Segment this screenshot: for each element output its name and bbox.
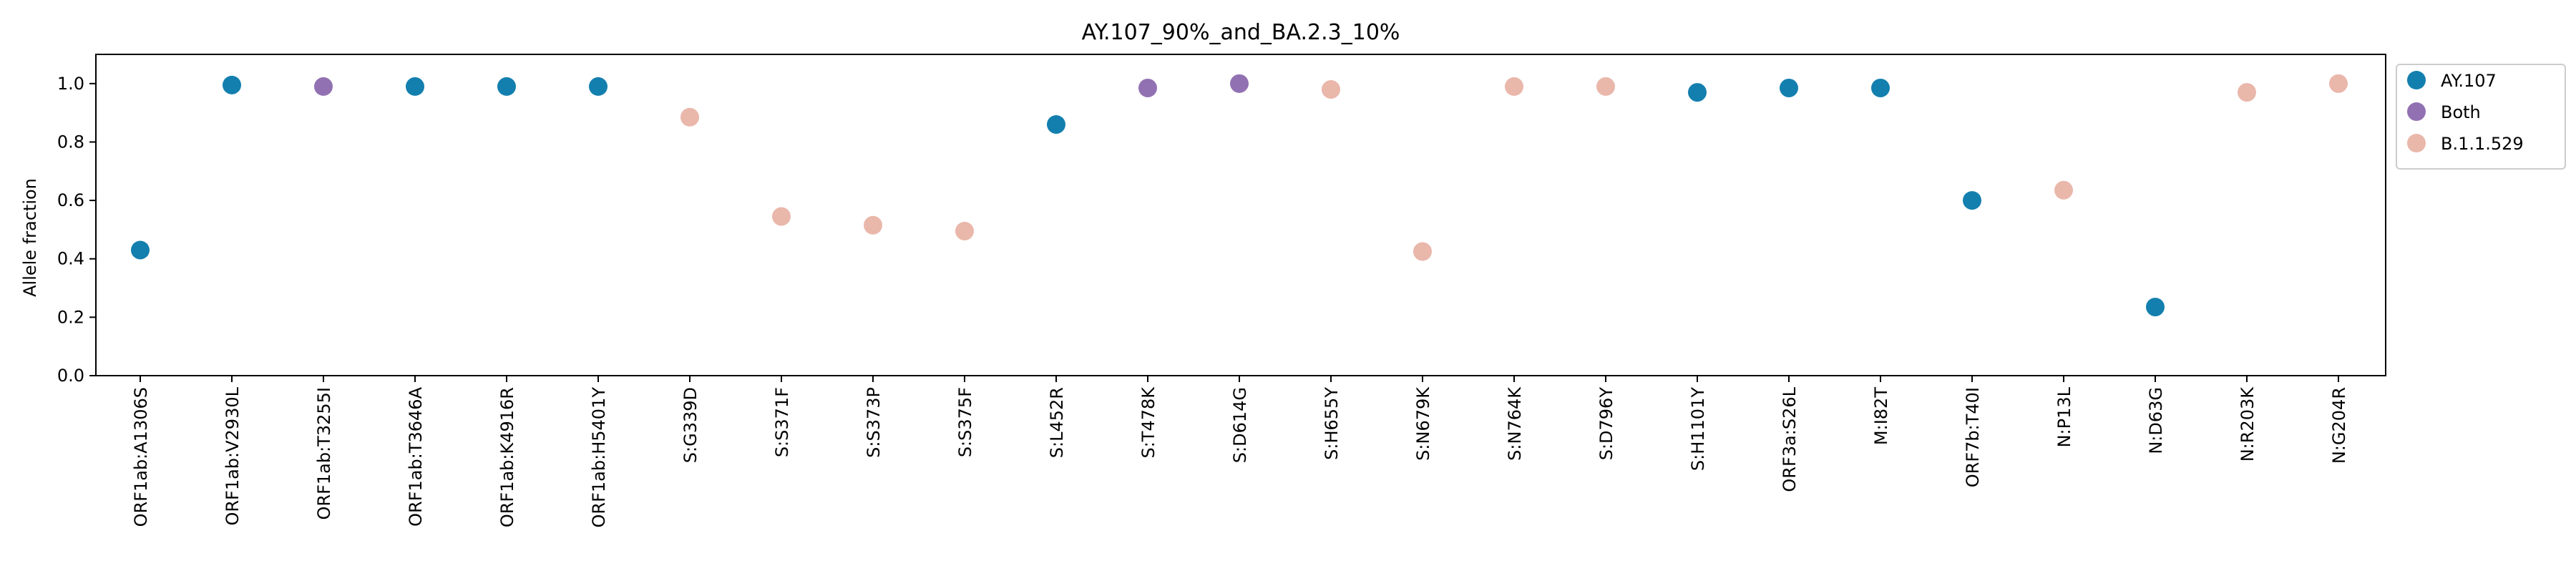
- data-point: [406, 77, 424, 96]
- legend-box: [2396, 64, 2566, 170]
- data-point: [864, 215, 882, 235]
- y-tick-label: 0.6: [57, 190, 84, 210]
- data-point: [772, 207, 791, 226]
- x-tick-label: ORF1ab:V2930L: [223, 386, 243, 525]
- data-point: [955, 221, 974, 240]
- data-point: [131, 240, 150, 260]
- plot-area: 0.0 0.2 0.4 0.6 0.8 1.0 ORF1ab:A1306S ORF1ab:V2…: [57, 54, 2386, 527]
- data-point: [589, 77, 608, 96]
- x-tick-label: S:S371F: [772, 387, 792, 457]
- data-point: [497, 77, 516, 96]
- data-point: [1322, 79, 1340, 99]
- data-point: [2238, 83, 2256, 102]
- y-tick-label: 0.0: [57, 366, 84, 386]
- x-tick-label: S:H1101Y: [1688, 387, 1708, 471]
- data-point: [2054, 180, 2073, 200]
- x-tick-label: S:D614G: [1230, 387, 1250, 463]
- x-tick-label: M:I82T: [1871, 387, 1891, 445]
- legend-label: B.1.1.529: [2441, 134, 2524, 154]
- legend-marker: [2407, 102, 2426, 121]
- x-tick-label: S:N764K: [1505, 386, 1525, 461]
- x-tick-label: S:S373P: [864, 387, 884, 458]
- legend-label: AY.107: [2441, 71, 2497, 91]
- data-point: [1780, 78, 1798, 97]
- y-axis-label: Allele fraction: [20, 178, 40, 297]
- y-tick-label: 0.4: [57, 249, 84, 269]
- data-point: [1505, 77, 1523, 96]
- data-point: [314, 77, 333, 96]
- x-tick-label: ORF1ab:A1306S: [131, 387, 151, 527]
- x-tick-label: ORF3a:S26L: [1780, 386, 1800, 492]
- legend: AY.107 Both B.1.1.529: [2396, 64, 2566, 170]
- data-point: [680, 107, 699, 127]
- data-point: [1047, 114, 1065, 134]
- x-tick-label: N:D63G: [2146, 387, 2166, 454]
- legend-marker: [2407, 71, 2426, 89]
- x-tick-label: ORF1ab:T3255I: [314, 387, 334, 519]
- x-tick-label: S:S375F: [955, 387, 975, 457]
- x-tick-label: S:D796Y: [1596, 387, 1616, 461]
- x-tick-label: N:G204R: [2329, 387, 2349, 464]
- data-point: [2329, 74, 2348, 93]
- data-point: [1871, 78, 1890, 97]
- data-point: [1138, 78, 1157, 97]
- legend-label: Both: [2441, 102, 2481, 122]
- x-tick-label: ORF1ab:K4916R: [497, 387, 517, 527]
- data-point: [223, 75, 241, 94]
- chart-title: AY.107_90%_and_BA.2.3_10%: [1082, 20, 1400, 45]
- x-tick-label: S:H655Y: [1322, 387, 1342, 460]
- data-point: [1963, 191, 1981, 210]
- data-point: [1230, 74, 1249, 93]
- x-tick-label: N:R203K: [2238, 386, 2258, 462]
- data-point: [1688, 83, 1707, 102]
- data-point: [1413, 242, 1432, 261]
- y-tick-label: 0.8: [57, 132, 84, 152]
- x-tick-label: S:L452R: [1047, 387, 1067, 458]
- x-tick-label: S:N679K: [1413, 386, 1433, 461]
- x-tick-label: ORF1ab:H5401Y: [589, 387, 609, 528]
- x-tick-label: ORF1ab:T3646A: [406, 386, 426, 526]
- y-tick-label: 0.2: [57, 307, 84, 327]
- plot-frame: [95, 54, 2386, 376]
- x-tick-label: S:G339D: [680, 387, 701, 463]
- x-tick-label: N:P13L: [2054, 386, 2074, 447]
- data-point: [1596, 77, 1615, 96]
- y-tick-label: 1.0: [57, 74, 84, 94]
- data-point: [2146, 298, 2165, 317]
- x-tick-label: S:T478K: [1138, 386, 1158, 459]
- legend-marker: [2407, 134, 2426, 152]
- x-tick-label: ORF7b:T40I: [1963, 387, 1983, 487]
